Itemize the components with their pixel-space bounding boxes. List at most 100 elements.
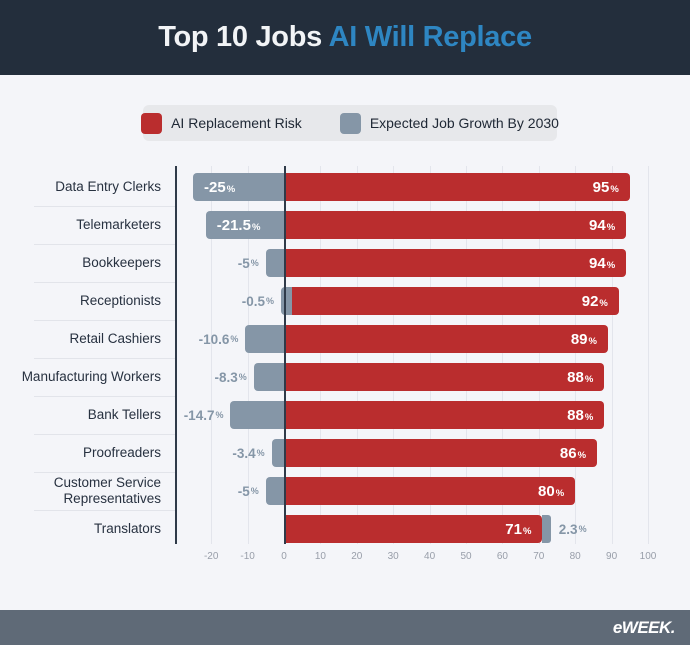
growth-bar: [281, 287, 292, 315]
percent-sign: %: [606, 259, 616, 271]
category-label: Telemarketers: [76, 216, 161, 232]
chart-row: Data Entry Clerks 95% -25%: [0, 168, 690, 206]
percent-sign: %: [584, 373, 594, 385]
percent-sign: %: [250, 486, 259, 496]
gridline-60: [502, 166, 504, 544]
growth-value-label: -21.5%: [216, 216, 261, 234]
x-axis: -20 -10 0 10 20 30 40 50 60 70 80 90 100: [0, 551, 690, 567]
percent-sign: %: [578, 524, 587, 534]
header-banner: Top 10 Jobs AI Will Replace: [0, 0, 690, 75]
x-axis-tick: 60: [496, 551, 508, 562]
chart-row: Manufacturing Workers 88% -8.3%: [0, 358, 690, 396]
risk-value-label: 95%: [592, 178, 619, 196]
percent-sign: %: [215, 410, 224, 420]
growth-bar: [230, 401, 284, 429]
footer-bar: eWEEK.: [0, 610, 690, 645]
x-axis-tick: 30: [387, 551, 399, 562]
growth-value-label: -0.5%: [241, 293, 274, 309]
gridline-40: [429, 166, 431, 544]
x-axis-tick: 50: [460, 551, 472, 562]
legend-label: AI Replacement Risk: [171, 115, 302, 131]
risk-bar: 94%: [284, 249, 627, 277]
x-axis-tick: 70: [533, 551, 545, 562]
x-axis-tick: -20: [203, 551, 219, 562]
legend-item-1: Expected Job Growth By 2030: [339, 112, 559, 134]
growth-value-label: 2.3%: [558, 521, 587, 537]
percent-sign: %: [230, 334, 239, 344]
percent-sign: %: [226, 183, 236, 195]
percent-sign: %: [522, 525, 532, 537]
growth-bar: [271, 439, 284, 467]
x-axis-tick: 0: [281, 551, 287, 562]
category-label: Bookkeepers: [82, 254, 161, 270]
gridline-70: [538, 166, 540, 544]
row-separator: [34, 206, 176, 207]
risk-bar: 71%: [284, 515, 543, 543]
row-separator: [34, 510, 176, 511]
growth-value-label: -5%: [237, 255, 259, 271]
gridline-20: [356, 166, 358, 544]
percent-sign: %: [606, 221, 616, 233]
zero-line: [284, 166, 286, 544]
chart-row: Receptionists 92% -0.5%: [0, 282, 690, 320]
risk-value-label: 88%: [567, 406, 594, 424]
risk-bar: 89%: [284, 325, 608, 353]
risk-value-label: 89%: [570, 330, 597, 348]
percent-sign: %: [599, 297, 608, 309]
row-separator: [34, 282, 176, 283]
legend-label: Expected Job Growth By 2030: [369, 115, 559, 131]
x-axis-tick: 40: [424, 551, 436, 562]
chart-row: Telemarketers 94% -21.5%: [0, 206, 690, 244]
percent-sign: %: [610, 183, 619, 195]
percent-sign: %: [265, 296, 274, 306]
chart-legend: AI Replacement Risk Expected Job Growth B…: [141, 105, 559, 141]
x-axis-tick: 100: [639, 551, 657, 562]
eweek-logo: eWEEK.: [612, 617, 676, 637]
gridline-80: [575, 166, 577, 544]
legend-item-0: AI Replacement Risk: [141, 112, 302, 134]
page-title: Top 10 Jobs AI Will Replace: [158, 21, 532, 54]
percent-sign: %: [555, 487, 565, 499]
growth-value-label: -5%: [237, 483, 259, 499]
growth-bar: [265, 477, 284, 505]
percent-sign: %: [577, 449, 587, 461]
label-divider-line: [175, 166, 177, 544]
gridline-50: [466, 166, 467, 544]
x-axis-tick: 80: [569, 551, 581, 562]
growth-bar: [245, 325, 284, 353]
growth-bar: [542, 515, 551, 543]
growth-bar: -21.5%: [205, 211, 284, 239]
risk-value-label: 94%: [589, 216, 616, 234]
x-axis-tick: 10: [314, 551, 326, 562]
title-highlight: AI Will Replace: [328, 21, 532, 53]
gridline-100: [648, 166, 649, 544]
risk-value-label: 71%: [505, 520, 532, 538]
chart-row: Retail Cashiers 89% -10.6%: [0, 320, 690, 358]
risk-bar: 88%: [284, 401, 605, 429]
risk-bar: 80%: [284, 477, 576, 505]
row-separator: [34, 434, 176, 435]
legend-swatch-icon: [141, 112, 163, 134]
growth-bar: [253, 363, 284, 391]
legend-swatch-icon: [339, 112, 361, 134]
row-separator: [34, 244, 176, 245]
chart-area: Data Entry Clerks 95% -25% Telemarketers 94%…: [0, 166, 690, 548]
growth-value-label: -10.6%: [198, 331, 239, 347]
category-label: Translators: [93, 520, 161, 536]
category-label: Manufacturing Workers: [21, 368, 161, 384]
gridline--10: [247, 166, 249, 544]
growth-value-label: -8.3%: [214, 369, 247, 385]
chart-row: Proofreaders 86% -3.4%: [0, 434, 690, 472]
row-separator: [34, 320, 176, 321]
percent-sign: %: [251, 221, 261, 233]
growth-value-label: -3.4%: [232, 445, 265, 461]
gridline-30: [393, 166, 395, 544]
risk-bar: 95%: [284, 173, 630, 201]
percent-sign: %: [238, 372, 247, 382]
risk-value-label: 92%: [581, 292, 608, 310]
gridline-10: [320, 166, 322, 544]
risk-value-label: 88%: [567, 368, 594, 386]
risk-bar: 86%: [284, 439, 598, 467]
growth-value-label: -14.7%: [183, 407, 224, 423]
